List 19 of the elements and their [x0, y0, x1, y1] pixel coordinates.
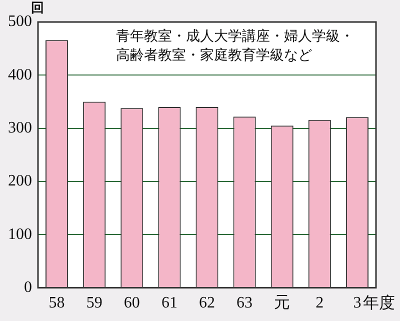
- x-tick-label: 2: [316, 294, 324, 312]
- y-tick-label: 500: [8, 13, 32, 30]
- x-tick-label: 3: [353, 294, 362, 312]
- y-tick-label: 300: [8, 120, 32, 137]
- y-tick-label: 0: [24, 279, 32, 296]
- x-tick-label: 62: [199, 294, 215, 312]
- x-tick-label: 59: [86, 294, 102, 312]
- y-tick-label: 100: [8, 226, 32, 243]
- x-tick-label: 元: [274, 294, 290, 312]
- y-axis-title: 回: [31, 0, 44, 15]
- x-tick-label: 58: [48, 294, 65, 312]
- annotation: 高齢者教室・家庭教育学級など: [116, 46, 312, 64]
- x-tick-label: 63: [236, 294, 253, 312]
- y-tick-label: 400: [8, 66, 32, 84]
- annotation: 青年教室・成人大学講座・婦人学級・: [116, 28, 354, 45]
- x-axis-title: 年度: [363, 294, 396, 312]
- x-tick-label: 61: [161, 294, 178, 312]
- y-tick-label: 200: [8, 172, 32, 190]
- x-tick-label: 60: [124, 294, 140, 312]
